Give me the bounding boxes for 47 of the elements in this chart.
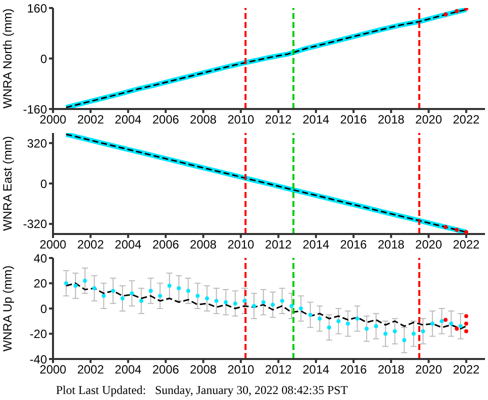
x-tick-label: 2010 bbox=[227, 112, 254, 127]
x-tick-label: 2022 bbox=[452, 238, 480, 252]
x-tick-label: 2004 bbox=[114, 112, 142, 127]
x-tick-label: 2022 bbox=[452, 362, 480, 377]
x-tick-label: 2008 bbox=[190, 362, 217, 377]
x-tick-label: 2002 bbox=[77, 112, 104, 127]
x-tick-label: 2006 bbox=[152, 112, 180, 127]
y-tick-label: 20 bbox=[34, 276, 48, 291]
y-tick-label: 40 bbox=[34, 251, 48, 266]
x-tick-label: 2010 bbox=[227, 362, 254, 377]
x-tick-label: 2014 bbox=[302, 112, 330, 127]
x-tick-label: 2016 bbox=[340, 238, 368, 252]
x-tick-label: 2008 bbox=[190, 238, 217, 252]
x-tick-label: 2012 bbox=[265, 238, 292, 252]
x-tick-label: 2016 bbox=[340, 362, 368, 377]
x-tick-label: 2008 bbox=[190, 112, 217, 127]
y-tick-label: 160 bbox=[26, 1, 48, 16]
y-tick-label: -20 bbox=[30, 327, 48, 342]
x-tick-label: 2010 bbox=[227, 238, 254, 252]
x-tick-label: 2014 bbox=[302, 362, 330, 377]
text: Plot Last Updated: Sunday, January 30, 2022 08:42:35 PST bbox=[56, 383, 349, 398]
x-tick-label: 2004 bbox=[114, 362, 142, 377]
x-tick-label: 2016 bbox=[340, 112, 368, 127]
x-tick-label: 2002 bbox=[77, 238, 104, 252]
y-tick-label: 0 bbox=[40, 302, 48, 316]
x-tick-label: 2006 bbox=[152, 238, 180, 252]
y-tick-label: -320 bbox=[22, 217, 48, 232]
x-tick-label: 2020 bbox=[415, 112, 442, 127]
y-axis-title: WNRA North (mm) bbox=[0, 8, 14, 108]
y-tick-label: 320 bbox=[26, 136, 48, 150]
x-tick-label: 2006 bbox=[152, 362, 180, 377]
x-tick-label: 2000 bbox=[40, 238, 67, 252]
x-tick-label: 2020 bbox=[415, 362, 442, 377]
y-tick-label: 0 bbox=[40, 52, 48, 66]
x-tick-label: 2012 bbox=[265, 112, 292, 127]
y-axis-title: WNRA Up (mm) bbox=[0, 266, 14, 352]
y-tick-label: 0 bbox=[40, 176, 48, 191]
x-tick-label: 2022 bbox=[452, 112, 480, 127]
x-tick-label: 2020 bbox=[415, 238, 442, 252]
x-tick-label: 2018 bbox=[378, 238, 405, 252]
y-axis-title: WNRA East (mm) bbox=[0, 136, 14, 231]
x-tick-label: 2012 bbox=[265, 362, 292, 377]
x-tick-label: 2004 bbox=[114, 238, 142, 252]
x-tick-label: 2014 bbox=[302, 238, 330, 252]
x-tick-label: 2002 bbox=[77, 362, 104, 377]
x-tick-label: 2018 bbox=[378, 112, 405, 127]
x-tick-label: 2018 bbox=[378, 362, 405, 377]
